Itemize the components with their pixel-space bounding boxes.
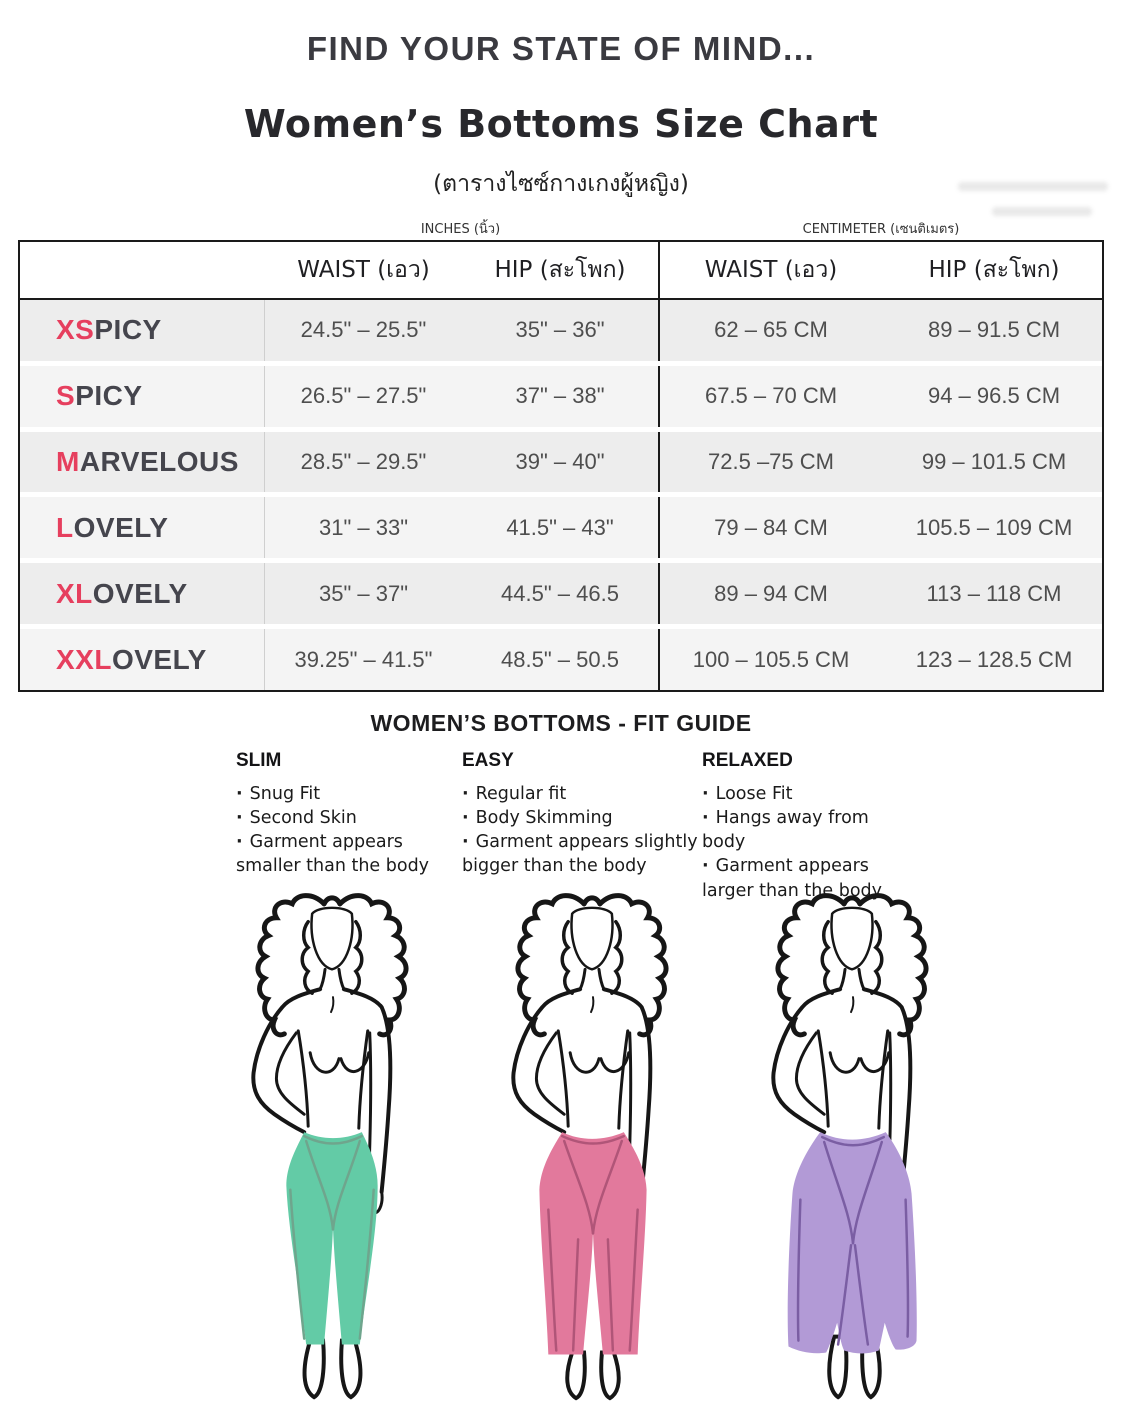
fit-figure-slim — [251, 893, 409, 1400]
pant-shape — [539, 1132, 647, 1355]
figure-face — [310, 906, 354, 971]
fit-bullet: · Hangs away from body — [702, 808, 869, 853]
figure-pants-relaxed — [787, 1132, 917, 1354]
table-row-lovely: LOVELY 31" – 33" 41.5" – 43" 79 – 84 CM … — [20, 492, 1102, 559]
figure-hair-icon — [775, 893, 929, 1038]
hip-inches-value: 41.5" – 43" — [462, 497, 660, 559]
waist-cm-value: 72.5 –75 CM — [708, 449, 834, 475]
hip-cm-value: 113 – 118 CM — [926, 580, 1062, 606]
figure-slot-slim — [212, 882, 452, 1418]
fit-bullet: · Snug Fit — [236, 784, 321, 804]
fit-figures-row — [212, 882, 972, 1418]
fit-bullet: · Garment appears slightly — [462, 832, 698, 853]
fit-column-easy: EASY · Regular fit · Body Skimming · Garmen… — [462, 750, 702, 903]
watermark-line — [958, 182, 1108, 191]
size-name: SPICY — [20, 365, 265, 427]
watermark-line — [992, 207, 1092, 216]
fit-column-relaxed: RELAXED · Loose Fit · Hangs away from body… — [702, 750, 916, 903]
table-row-xspicy: XSPICY 24.5" – 25.5" 35" – 36" 62 – 65 C… — [20, 300, 1102, 361]
fit-bullet-continuation: larger than the body — [702, 880, 882, 901]
fit-bullet: · Regular fit — [462, 784, 567, 804]
hip-cm-value: 99 – 101.5 CM — [921, 449, 1067, 475]
tagline: FIND YOUR STATE OF MIND... — [306, 30, 816, 67]
figure-feet — [302, 1338, 363, 1400]
hip-inches-value: 39" – 40" — [462, 431, 660, 493]
figure-body — [511, 967, 653, 1218]
hip-cm-value: 123 – 128.5 CM — [915, 646, 1073, 672]
figure-hair-icon — [515, 893, 669, 1038]
waist-cm-value: 89 – 94 CM — [714, 580, 828, 606]
waist-inches-value: 26.5" – 27.5" — [300, 383, 427, 409]
figure-face — [570, 906, 614, 971]
unit-label-inches: INCHES (นิ้ว) — [420, 222, 501, 237]
fit-guide-columns: SLIM · Snug Fit · Second Skin · Garment app… — [236, 750, 916, 903]
figure-pants-easy — [539, 1132, 647, 1355]
waist-inches-value: 28.5" – 29.5" — [300, 449, 427, 475]
fit-bullet-continuation: bigger than the body — [462, 856, 647, 877]
size-name: XLOVELY — [20, 563, 265, 625]
table-row-spicy: SPICY 26.5" – 27.5" 37" – 38" 67.5 – 70 … — [20, 360, 1102, 427]
figure-slot-relaxed — [732, 882, 972, 1418]
fit-name-easy: EASY — [462, 750, 514, 771]
figure-feet — [565, 1350, 621, 1401]
figure-hair-icon — [255, 893, 409, 1038]
unit-label-centimeter: CENTIMETER (เซนติเมตร) — [802, 222, 960, 237]
figure-pants-slim — [286, 1132, 378, 1345]
fit-bullet: · Loose Fit — [702, 784, 793, 804]
pant-seams — [796, 1135, 910, 1346]
hip-inches-value: 48.5" – 50.5 — [462, 629, 660, 690]
hip-inches-value: 35" – 36" — [462, 300, 660, 361]
header-hip-inches: HIP (สะโพก) — [462, 242, 660, 298]
fit-guide-heading: WOMEN’S BOTTOMS - FIT GUIDE — [370, 710, 752, 736]
waist-inches-value: 35" – 37" — [318, 580, 409, 606]
fit-bullet-continuation: smaller than the body — [236, 856, 430, 877]
fit-bullet: · Garment appears — [702, 856, 869, 877]
hip-cm-value: 105.5 – 109 CM — [915, 514, 1073, 540]
page-title: Women’s Bottoms Size Chart — [243, 102, 879, 146]
hip-inches-value: 44.5" – 46.5 — [462, 563, 660, 625]
fit-bullet: · Second Skin — [236, 808, 357, 829]
size-table-body: XSPICY 24.5" – 25.5" 35" – 36" 62 – 65 C… — [20, 300, 1102, 690]
waist-cm-value: 62 – 65 CM — [714, 317, 828, 343]
fit-bullet: · Body Skimming — [462, 808, 613, 829]
fit-bullet: · Garment appears — [236, 832, 403, 853]
header-waist-cm: WAIST (เอว) — [704, 257, 838, 283]
waist-inches-value: 39.25" – 41.5" — [294, 646, 433, 672]
fit-column-slim: SLIM · Snug Fit · Second Skin · Garment app… — [236, 750, 462, 903]
size-name: XXLOVELY — [20, 629, 265, 690]
waist-cm-value: 79 – 84 CM — [714, 514, 828, 540]
size-name: LOVELY — [20, 497, 265, 559]
pant-seams — [547, 1134, 639, 1352]
hip-inches-value: 37" – 38" — [462, 365, 660, 427]
page-subtitle-thai: (ตารางไซซ์กางเกงผู้หญิง) — [433, 171, 689, 197]
pant-seams — [289, 1134, 375, 1340]
header-waist-inches: WAIST (เอว) — [297, 257, 430, 283]
fit-figure-easy — [511, 893, 669, 1401]
size-name: XSPICY — [20, 300, 265, 361]
page-header: FIND YOUR STATE OF MIND... Women’s Botto… — [0, 30, 1122, 202]
table-row-marvelous: MARVELOUS 28.5" – 29.5" 39" – 40" 72.5 –… — [20, 426, 1102, 493]
waist-inches-value: 24.5" – 25.5" — [300, 317, 427, 343]
fit-name-relaxed: RELAXED — [702, 750, 793, 771]
hip-cm-value: 89 – 91.5 CM — [927, 317, 1061, 343]
header-hip-cm: HIP (สะโพก) — [928, 257, 1060, 283]
size-table: WAIST (เอว) HIP (สะโพก) WAIST (เอว) HIP … — [18, 240, 1104, 692]
fit-figure-relaxed — [771, 893, 929, 1400]
waist-cm-value: 67.5 – 70 CM — [704, 383, 838, 409]
table-row-xxlovely: XXLOVELY 39.25" – 41.5" 48.5" – 50.5 100… — [20, 624, 1102, 690]
unit-labels-row: INCHES (นิ้ว) CENTIMETER (เซนติเมตร) — [18, 218, 1104, 239]
waist-cm-value: 100 – 105.5 CM — [692, 646, 850, 672]
figure-face — [830, 906, 874, 971]
fit-name-slim: SLIM — [236, 750, 282, 771]
size-name: MARVELOUS — [20, 431, 265, 493]
pant-shape — [286, 1132, 378, 1345]
waist-inches-value: 31" – 33" — [318, 514, 409, 540]
hip-cm-value: 94 – 96.5 CM — [927, 383, 1061, 409]
figure-slot-easy — [472, 882, 712, 1418]
watermark — [958, 182, 1108, 234]
size-table-header-row: WAIST (เอว) HIP (สะโพก) WAIST (เอว) HIP … — [20, 242, 1102, 300]
table-row-xlovely: XLOVELY 35" – 37" 44.5" – 46.5 89 – 94 C… — [20, 558, 1102, 625]
